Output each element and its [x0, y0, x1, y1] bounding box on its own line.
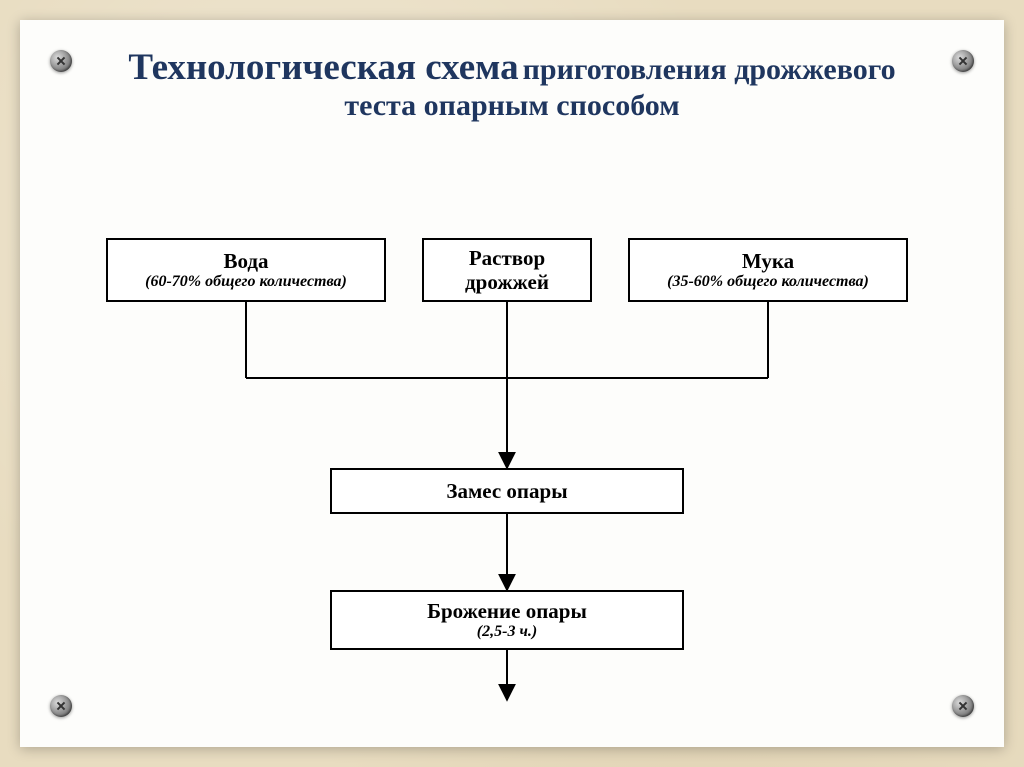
node-subtitle: (60-70% общего количества)	[145, 273, 347, 291]
node-title: Вода	[223, 249, 268, 273]
paper-surface: Технологическая схема приготовления дрож…	[20, 20, 1004, 747]
node-subtitle: (35-60% общего количества)	[667, 273, 869, 291]
node-title: Брожение опары	[427, 599, 587, 623]
node-subtitle: (2,5-3 ч.)	[477, 623, 537, 641]
flowchart-node-flour: Мука(35-60% общего количества)	[628, 238, 908, 302]
flowchart-node-ferment: Брожение опары(2,5-3 ч.)	[330, 590, 684, 650]
flowchart: Вода(60-70% общего количества) Раствор др…	[20, 20, 1004, 747]
node-title: Замес опары	[446, 479, 567, 503]
texture-background: Технологическая схема приготовления дрож…	[0, 0, 1024, 767]
node-title: Мука	[742, 249, 794, 273]
flowchart-node-water: Вода(60-70% общего количества)	[106, 238, 386, 302]
node-title: Раствор дрожжей	[430, 246, 584, 294]
flowchart-node-mix: Замес опары	[330, 468, 684, 514]
flowchart-node-yeast: Раствор дрожжей	[422, 238, 592, 302]
